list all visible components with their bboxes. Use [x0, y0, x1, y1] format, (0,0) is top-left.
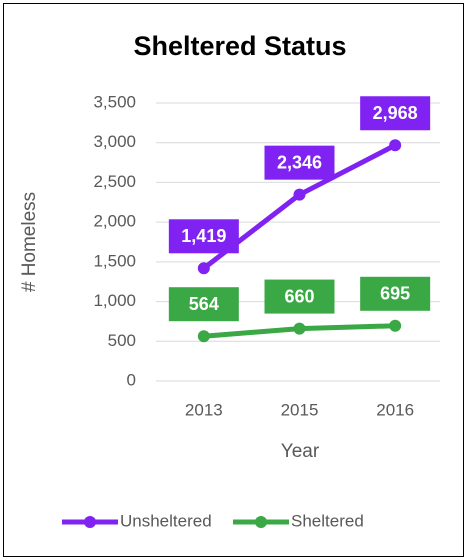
data-point [293, 188, 306, 201]
legend-label: Unsheltered [120, 511, 212, 530]
data-label: 1,419 [181, 226, 226, 246]
x-axis-label: Year [281, 441, 320, 462]
data-point [389, 319, 402, 332]
data-label-box [360, 276, 431, 311]
y-tick-label: 2,000 [93, 212, 136, 231]
data-label-box [168, 287, 239, 322]
data-label: 564 [189, 294, 219, 314]
y-tick-label: 0 [127, 370, 136, 389]
y-tick-label: 2,500 [93, 172, 136, 191]
x-tick-label: 2013 [185, 400, 223, 419]
data-label: 2,346 [277, 152, 322, 172]
legend-marker [255, 516, 267, 528]
chart-title: Sheltered Status [133, 31, 346, 61]
legend-marker [84, 516, 96, 528]
legend-label: Sheltered [291, 511, 364, 530]
x-tick-label: 2016 [376, 400, 414, 419]
y-tick-label: 3,500 [93, 92, 136, 111]
x-tick-label: 2015 [281, 400, 319, 419]
y-axis-label: # Homeless [19, 192, 40, 292]
y-tick-label: 1,000 [93, 291, 136, 310]
data-point [389, 139, 402, 152]
data-point [197, 330, 210, 343]
data-label-box [168, 219, 239, 254]
y-tick-label: 3,000 [93, 132, 136, 151]
data-label: 2,968 [373, 103, 418, 123]
data-label-box [360, 96, 431, 131]
data-label-box [264, 145, 335, 180]
data-point [197, 262, 210, 275]
y-tick-label: 1,500 [93, 251, 136, 270]
data-label: 660 [284, 286, 314, 306]
data-label: 695 [380, 284, 410, 304]
y-tick-label: 500 [108, 331, 136, 350]
data-label-box [264, 279, 335, 314]
data-point [293, 322, 306, 335]
